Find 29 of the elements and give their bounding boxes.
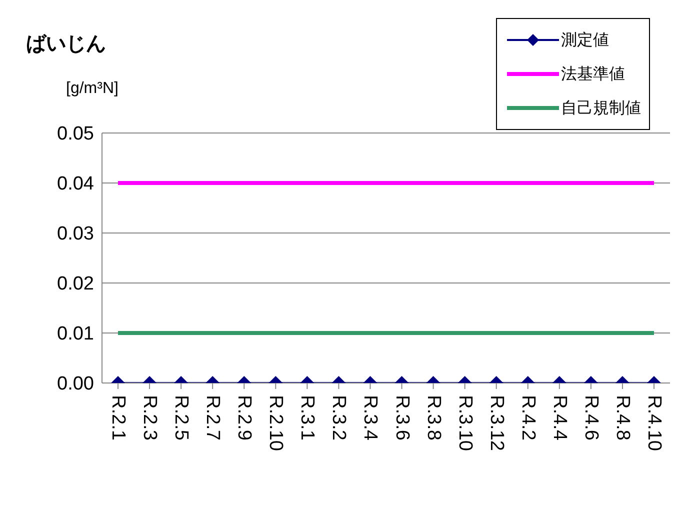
x-tick-label: R.2.9: [234, 395, 255, 440]
x-tick-label: R.4.6: [580, 395, 602, 440]
x-tick-label: R.4.8: [612, 395, 633, 440]
y-axis-title: [g/m³N]: [66, 80, 118, 98]
x-tick-label: R.3.2: [328, 395, 350, 440]
y-tick-label: 0.04: [57, 174, 94, 195]
legend-label: 測定値: [561, 30, 609, 50]
x-tick-label: R.4.10: [644, 395, 664, 451]
y-tick-label: 0.00: [57, 374, 94, 395]
x-tick-label: R.2.1: [108, 395, 128, 440]
chart-title: ばいじん: [26, 32, 106, 57]
x-tick-label: R.3.8: [422, 395, 444, 440]
x-tick-label: R.4.2: [517, 395, 538, 440]
x-tick-label: R.3.6: [391, 395, 412, 440]
y-tick-label: 0.01: [57, 324, 94, 345]
legend-label: 自己規制値: [561, 98, 641, 118]
x-tick-label: R.4.4: [548, 395, 570, 441]
x-tick-label: R.2.10: [265, 395, 286, 451]
y-tick-label: 0.05: [57, 124, 94, 145]
y-tick-label: 0.02: [57, 274, 94, 295]
x-tick-label: R.3.1: [296, 395, 318, 440]
x-tick-label: R.3.4: [360, 395, 381, 441]
x-tick-label: R.2.5: [170, 395, 192, 440]
y-tick-label: 0.03: [57, 224, 94, 245]
x-tick-label: R.3.12: [486, 395, 507, 451]
legend-label: 法基準値: [561, 64, 625, 84]
x-tick-label: R.2.3: [139, 395, 160, 440]
x-tick-label: R.3.10: [454, 395, 476, 451]
x-tick-label: R.2.7: [202, 395, 224, 440]
